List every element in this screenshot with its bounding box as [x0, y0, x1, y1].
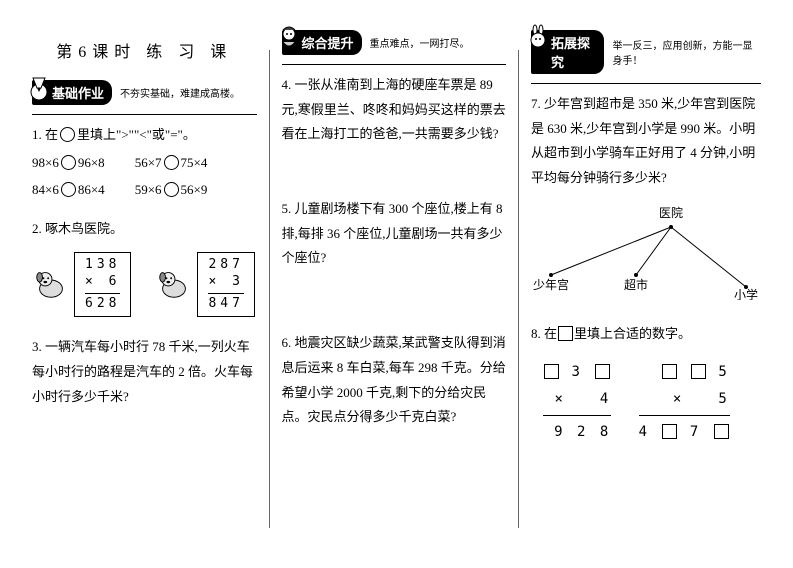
column-middle: 综合提升 重点难点，一网打尽。 4. 一张从淮南到上海的硬座车票是 89 元,寒…	[270, 30, 519, 548]
lesson-title: 第6课时 练 习 课	[32, 38, 257, 62]
question-8: 8. 在 里填上合适的数字。 3 × 4 9 2 8 5 × 5 4 7	[531, 322, 761, 451]
ext-badge: 拓展探究	[531, 30, 604, 74]
section-basic-header: 基础作业 不夯实基础，难建成高楼。	[32, 80, 257, 115]
basic-badge-text: 基础作业	[52, 86, 104, 101]
section-ext-header: 拓展探究 举一反三，应用创新，方能一显身手！	[531, 30, 761, 84]
label-market: 超市	[624, 277, 648, 292]
q2-stem: 2. 啄木鸟医院。	[32, 217, 257, 242]
ext-badge-text: 拓展探究	[551, 36, 590, 70]
label-school: 小学	[734, 287, 758, 300]
comp-badge: 综合提升	[282, 30, 362, 55]
q1-row1: 98×696×8 56×775×4	[32, 151, 257, 176]
comp-caption: 重点难点，一网打尽。	[370, 35, 470, 50]
label-palace: 少年宫	[533, 277, 569, 292]
ext-caption: 举一反三，应用创新，方能一显身手！	[612, 37, 761, 67]
q7-text: 7. 少年宫到超市是 350 米,少年宫到医院是 630 米,少年宫到小学是 9…	[531, 96, 755, 185]
question-1: 1. 在 里填上">""<"或"="。 98×696×8 56×775×4 84×…	[32, 123, 257, 203]
q8-prob-1: 3 × 4 9 2 8	[543, 359, 611, 446]
section-comp-header: 综合提升 重点难点，一网打尽。	[282, 30, 507, 65]
basic-badge: 基础作业	[32, 80, 112, 105]
q2-box-1: 138 × 6 628	[32, 252, 131, 318]
column-left: 第6课时 练 习 课 基础作业 不夯实基础，难建成高楼。 1. 在 里填上">""…	[20, 30, 269, 548]
q8-prob-2: 5 × 5 4 7	[639, 359, 730, 446]
q8-stem: 8. 在	[531, 326, 557, 341]
column-right: 拓展探究 举一反三，应用创新，方能一显身手！ 7. 少年宫到超市是 350 米,…	[519, 30, 773, 548]
q1-stem: 1. 在	[32, 127, 58, 142]
dog-icon	[32, 264, 70, 302]
q7-diagram: 医院 少年宫 超市 小学	[531, 205, 761, 309]
expr: 59×656×9	[135, 178, 208, 203]
boy-icon	[277, 24, 301, 52]
question-4: 4. 一张从淮南到上海的硬座车票是 89 元,寒假里兰、咚咚和妈妈买这样的票去看…	[282, 73, 507, 147]
worksheet-page: 第6课时 练 习 课 基础作业 不夯实基础，难建成高楼。 1. 在 里填上">""…	[0, 0, 793, 568]
question-6: 6. 地震灾区缺少蔬菜,某武警支队得到消息后运来 8 车白菜,每车 298 千克…	[282, 331, 507, 430]
circle-blank	[60, 127, 75, 142]
expr: 98×696×8	[32, 151, 105, 176]
square-blank	[558, 326, 573, 341]
dog-icon	[155, 264, 193, 302]
q8-tail: 里填上合适的数字。	[574, 326, 691, 341]
question-3: 3. 一辆汽车每小时行 78 千米,一列火车每小时行的路程是汽车的 2 倍。火车…	[32, 335, 257, 409]
rabbit-icon	[526, 24, 550, 52]
q1-tail: 里填上">""<"或"="。	[77, 127, 196, 142]
expr: 56×775×4	[135, 151, 208, 176]
basic-caption: 不夯实基础，难建成高楼。	[120, 85, 240, 100]
question-5: 5. 儿童剧场楼下有 300 个座位,楼上有 8 排,每排 36 个座位,儿童剧…	[282, 197, 507, 271]
q1-row2: 84×686×4 59×656×9	[32, 178, 257, 203]
pencil-icon	[27, 74, 51, 102]
label-hospital: 医院	[659, 206, 683, 220]
expr: 84×686×4	[32, 178, 105, 203]
comp-badge-text: 综合提升	[302, 36, 354, 51]
question-7: 7. 少年宫到超市是 350 米,少年宫到医院是 630 米,少年宫到小学是 9…	[531, 92, 761, 308]
question-2: 2. 啄木鸟医院。 138 × 6 628	[32, 217, 257, 321]
q2-box-2: 287 × 3 847	[155, 252, 254, 318]
